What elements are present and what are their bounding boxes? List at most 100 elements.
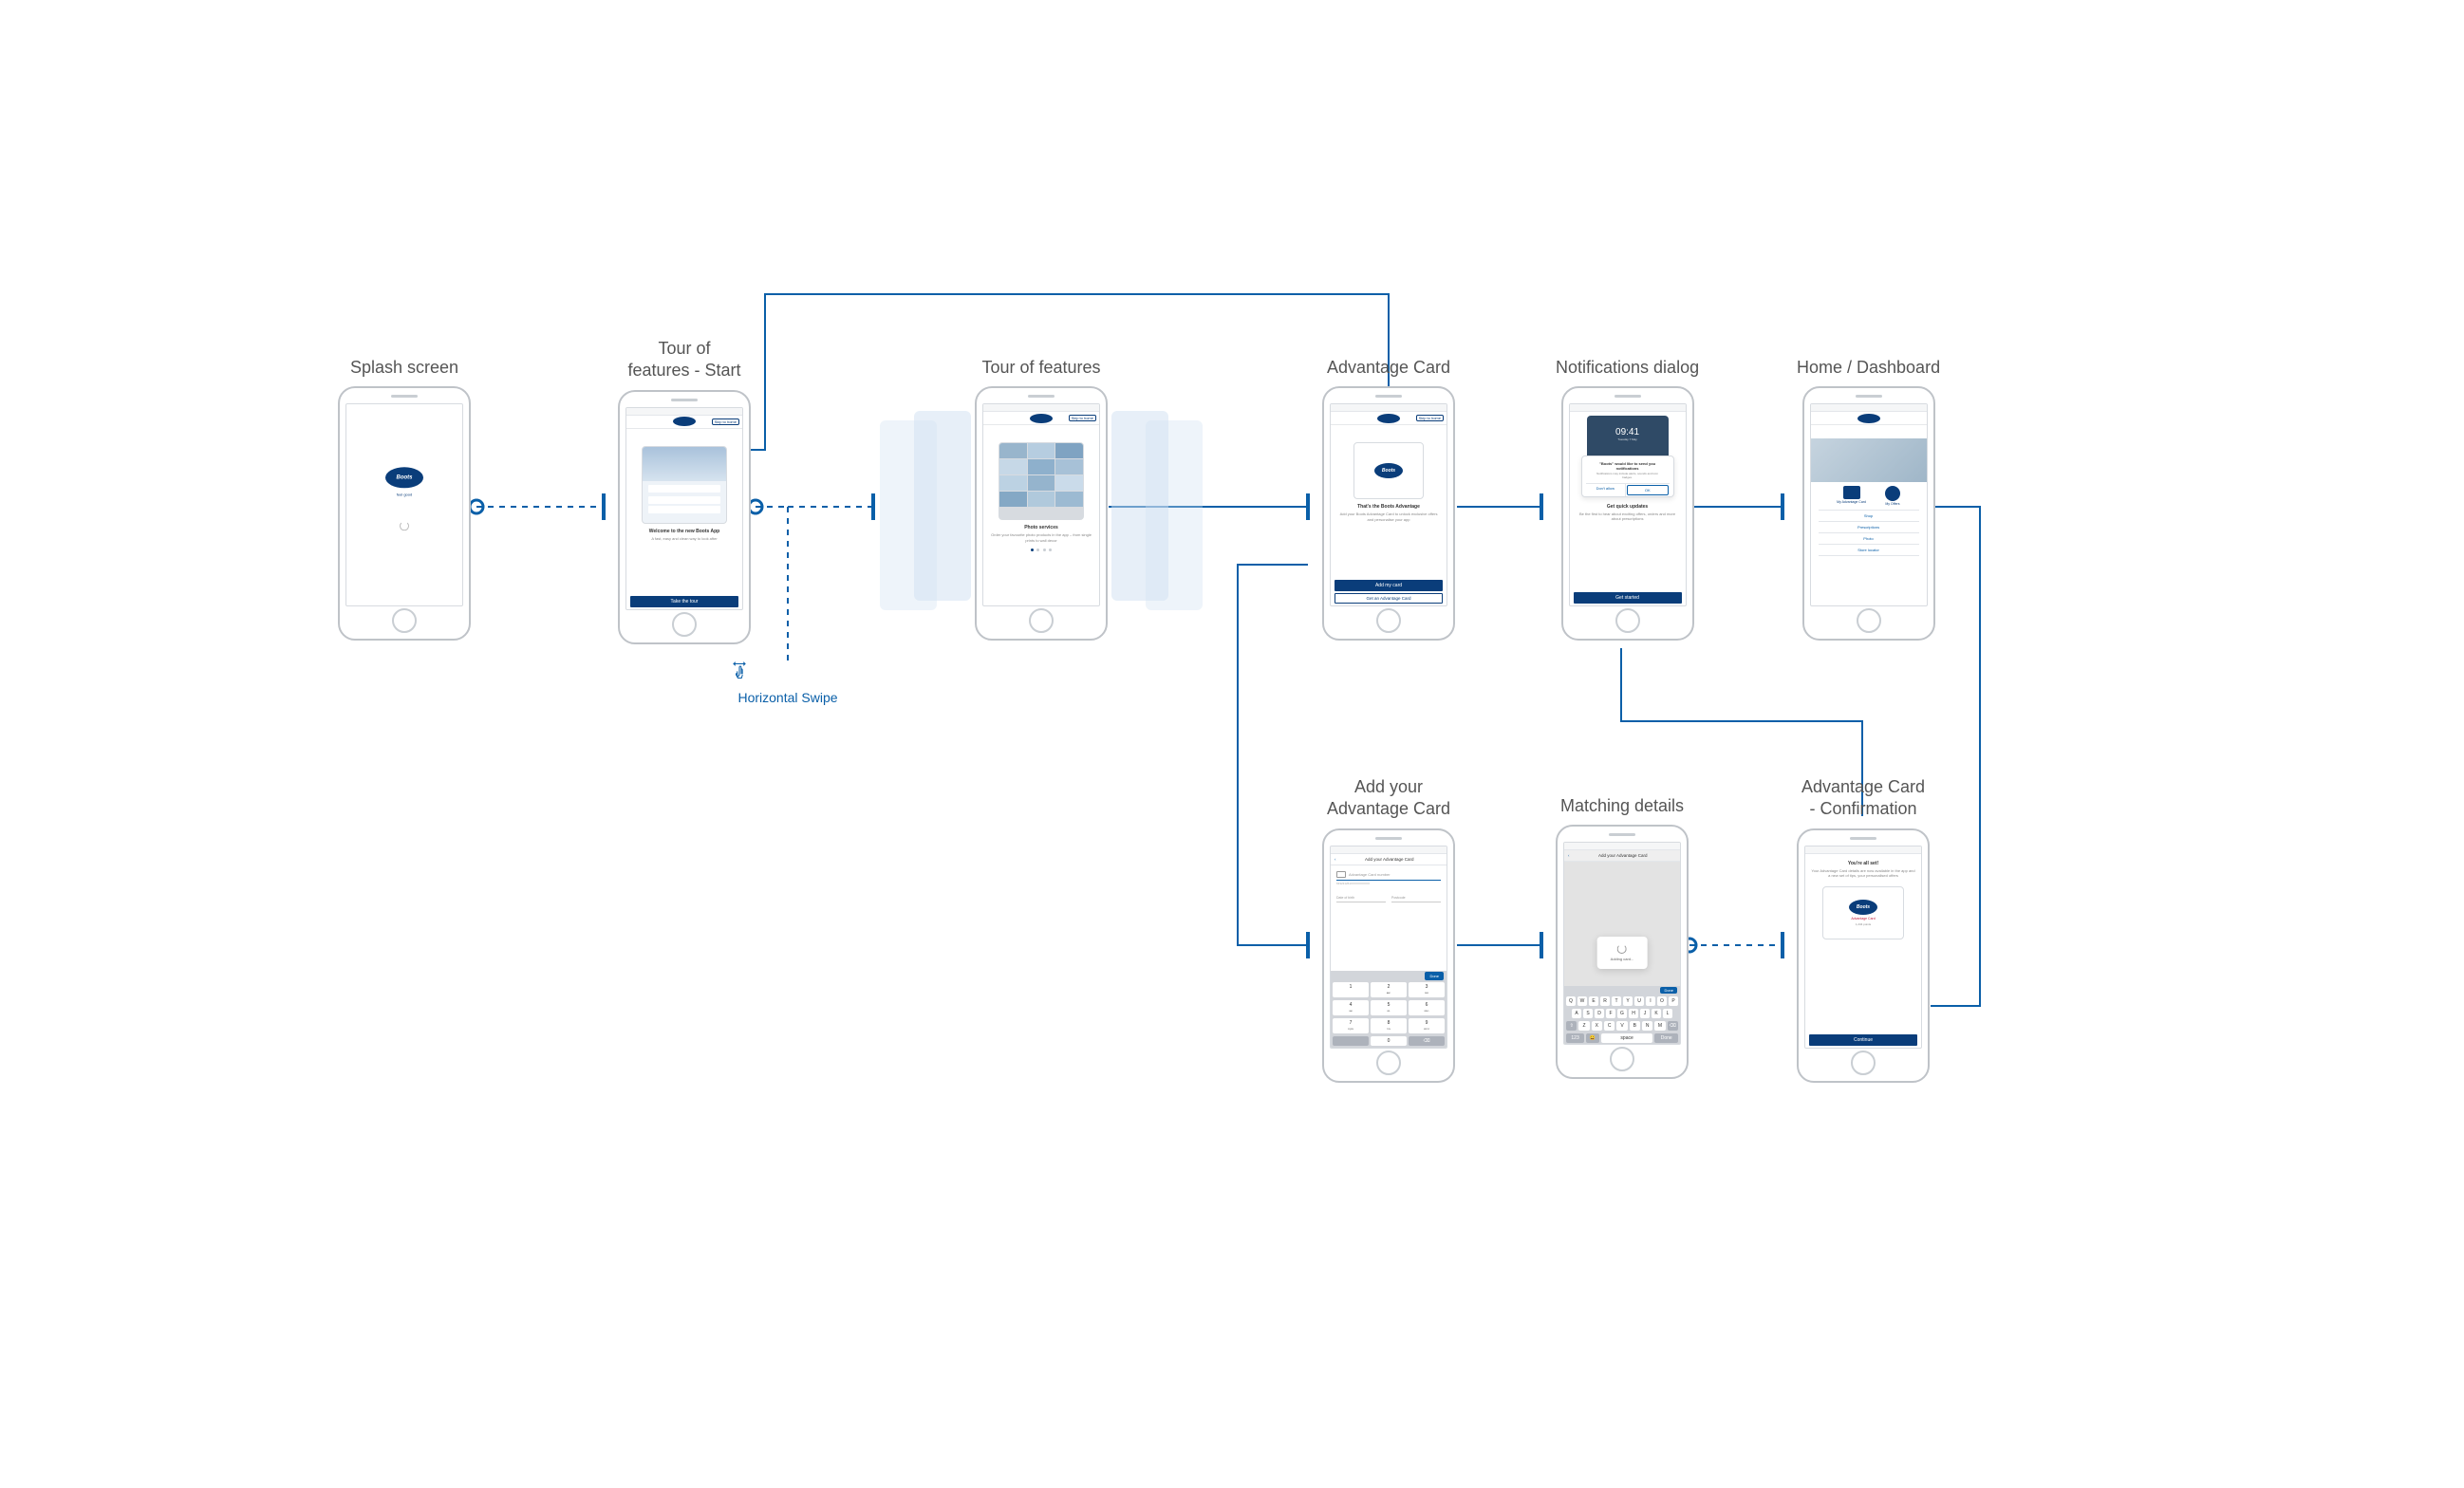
- title-adv-card: Advantage Card: [1322, 357, 1455, 379]
- tour-headline: Photo services: [983, 524, 1099, 531]
- status-bar: [1805, 846, 1921, 854]
- kb-done-button[interactable]: Done: [1660, 987, 1677, 994]
- nav-photo[interactable]: Photo: [1819, 532, 1919, 544]
- permission-dialog: "Boots" would like to send you notificat…: [1581, 456, 1674, 497]
- card-number-field[interactable]: Advantage Card number: [1349, 872, 1391, 877]
- continue-button[interactable]: Continue: [1809, 1034, 1917, 1046]
- card-label: Advantage Card: [1851, 917, 1875, 921]
- connectors: [0, 0, 2464, 1488]
- title-tour: Tour of features: [880, 357, 1203, 379]
- boots-logo-small: [1030, 414, 1053, 423]
- dob-field[interactable]: Date of birth: [1336, 896, 1386, 902]
- get-card-button[interactable]: Get an Advantage Card: [1335, 593, 1443, 604]
- get-started-button[interactable]: Get started: [1574, 592, 1682, 604]
- card-points: 1,234 points: [1856, 922, 1871, 926]
- card-preview: Boots Advantage Card 1,234 points: [1822, 886, 1904, 939]
- title-home: Home / Dashboard: [1797, 357, 1940, 379]
- title-notif: Notifications dialog: [1556, 357, 1699, 379]
- title-splash: Splash screen: [338, 357, 471, 379]
- screen-tour: Tour of features Skip to home: [880, 357, 1203, 641]
- skip-button[interactable]: Skip to home: [1416, 415, 1444, 421]
- offers-icon: [1885, 486, 1900, 501]
- tile-adv-card[interactable]: My Advantage Card: [1837, 486, 1866, 506]
- nav-prescriptions[interactable]: Prescriptions: [1819, 521, 1919, 532]
- confirm-headline: You're all set!: [1805, 860, 1921, 867]
- status-bar: [1331, 846, 1447, 854]
- tour-sub: Order your favourite photo products in t…: [983, 531, 1099, 543]
- title-confirm: Advantage Card - Confirmation: [1797, 776, 1930, 821]
- nav-store-locator[interactable]: Store locator: [1819, 544, 1919, 556]
- kb-done-button[interactable]: Done: [1425, 972, 1444, 980]
- adv-sub: Add your Boots Advantage Card to unlock …: [1331, 511, 1447, 522]
- dont-allow-button[interactable]: Don't allow: [1586, 484, 1627, 496]
- carousel-ghost: [914, 411, 971, 601]
- postcode-field[interactable]: Postcode: [1391, 896, 1441, 902]
- add-my-card-button[interactable]: Add my card: [1335, 580, 1443, 591]
- header: Skip to home: [626, 416, 742, 429]
- tour-sub: A fast, easy and clean way to look after: [626, 535, 742, 542]
- status-bar: [983, 404, 1099, 412]
- numeric-keyboard: Done 12ABC3DEF 4GHI5JKL6MNO 7PQRS8TUV9WX…: [1331, 971, 1447, 1048]
- tagline: feel good: [385, 492, 423, 498]
- swipe-label: Horizontal Swipe: [731, 690, 845, 705]
- ok-button[interactable]: OK: [1627, 485, 1669, 495]
- swipe-annotation: Horizontal Swipe: [731, 660, 845, 705]
- panel-sub: Be the first to hear about exciting offe…: [1570, 511, 1686, 522]
- card-icon: [1336, 871, 1346, 878]
- nav-title: Add your Advantage Card: [1336, 857, 1444, 862]
- skip-button[interactable]: Skip to home: [1069, 415, 1096, 421]
- header: [1811, 412, 1927, 425]
- adv-headline: That's the Boots Advantage: [1331, 503, 1447, 511]
- boots-logo-small: [673, 417, 696, 426]
- phone-tour-start: Skip to home Welcome to the new Boots Ap…: [618, 390, 751, 644]
- nav-title: Add your Advantage Card: [1570, 853, 1677, 858]
- lock-date: Tuesday 7 May: [1587, 437, 1669, 441]
- skip-button[interactable]: Skip to home: [712, 418, 739, 425]
- boots-logo-small: [1377, 414, 1400, 423]
- confirm-sub: Your Advantage Card details are now avai…: [1805, 867, 1921, 879]
- phone-add-card: ‹ Add your Advantage Card Advantage Card…: [1322, 828, 1455, 1083]
- phone-notif: 09:41 Tuesday 7 May "Boots" would like t…: [1561, 386, 1694, 641]
- screen-tour-start: Tour of features - Start Skip to home We…: [618, 338, 751, 644]
- tile-offers[interactable]: My Offers: [1885, 486, 1900, 506]
- screen-home: Home / Dashboard My Advantage Card My Of…: [1797, 357, 1940, 641]
- swipe-icon: [731, 660, 748, 681]
- phone-confirm: You're all set! Your Advantage Card deta…: [1797, 828, 1930, 1083]
- status-bar: [1564, 843, 1680, 850]
- spinner-icon: [1617, 944, 1627, 954]
- status-bar: [1570, 404, 1686, 412]
- boots-logo-small: [1857, 414, 1880, 423]
- take-tour-button[interactable]: Take the tour: [630, 596, 738, 607]
- panel-title: Get quick updates: [1570, 503, 1686, 511]
- screen-splash: Splash screen Boots feel good: [338, 357, 471, 641]
- flow-canvas: Splash screen Boots feel good Tour of fe…: [0, 0, 2464, 1488]
- phone-tour: Skip to home Photo services Order your f…: [975, 386, 1108, 641]
- lock-time: 09:41: [1587, 427, 1669, 437]
- loading-text: Adding card...: [1611, 957, 1634, 961]
- card-logo-icon: Boots: [1374, 463, 1403, 478]
- qwerty-keyboard: Done QWERTYUIOP ASDFGHJKL ⇧ZXCVBNM⌫ 123😀…: [1564, 986, 1680, 1044]
- hint: 633231261XXXXXXXXXX: [1336, 881, 1441, 888]
- tour-headline: Welcome to the new Boots App: [626, 528, 742, 535]
- status-bar: [1811, 404, 1927, 412]
- page-dots: [983, 548, 1099, 553]
- screen-adv-card: Advantage Card Skip to home Boots That's…: [1322, 357, 1455, 641]
- screen-add-card: Add your Advantage Card ‹ Add your Advan…: [1322, 776, 1455, 1083]
- status-bar: [626, 408, 742, 416]
- nav-shop[interactable]: Shop: [1819, 510, 1919, 521]
- nav-bar: ‹ Add your Advantage Card: [1564, 850, 1680, 862]
- boots-logo: Boots: [385, 468, 423, 489]
- screen-matching: Matching details ‹ Add your Advantage Ca…: [1556, 795, 1689, 1079]
- status-bar: [1331, 404, 1447, 412]
- dialog-sub: Notifications may include alerts, sounds…: [1586, 472, 1670, 481]
- loading-dialog: Adding card...: [1597, 937, 1648, 969]
- header: Skip to home: [983, 412, 1099, 425]
- dialog-title: "Boots" would like to send you notificat…: [1586, 460, 1670, 472]
- phone-adv-card: Skip to home Boots That's the Boots Adva…: [1322, 386, 1455, 641]
- screen-notif: Notifications dialog 09:41 Tuesday 7 May…: [1556, 357, 1699, 641]
- boots-logo: Boots: [1849, 900, 1877, 915]
- title-tour-start: Tour of features - Start: [618, 338, 751, 382]
- phone-splash: Boots feel good: [338, 386, 471, 641]
- hero-image: [1811, 438, 1927, 482]
- title-matching: Matching details: [1556, 795, 1689, 817]
